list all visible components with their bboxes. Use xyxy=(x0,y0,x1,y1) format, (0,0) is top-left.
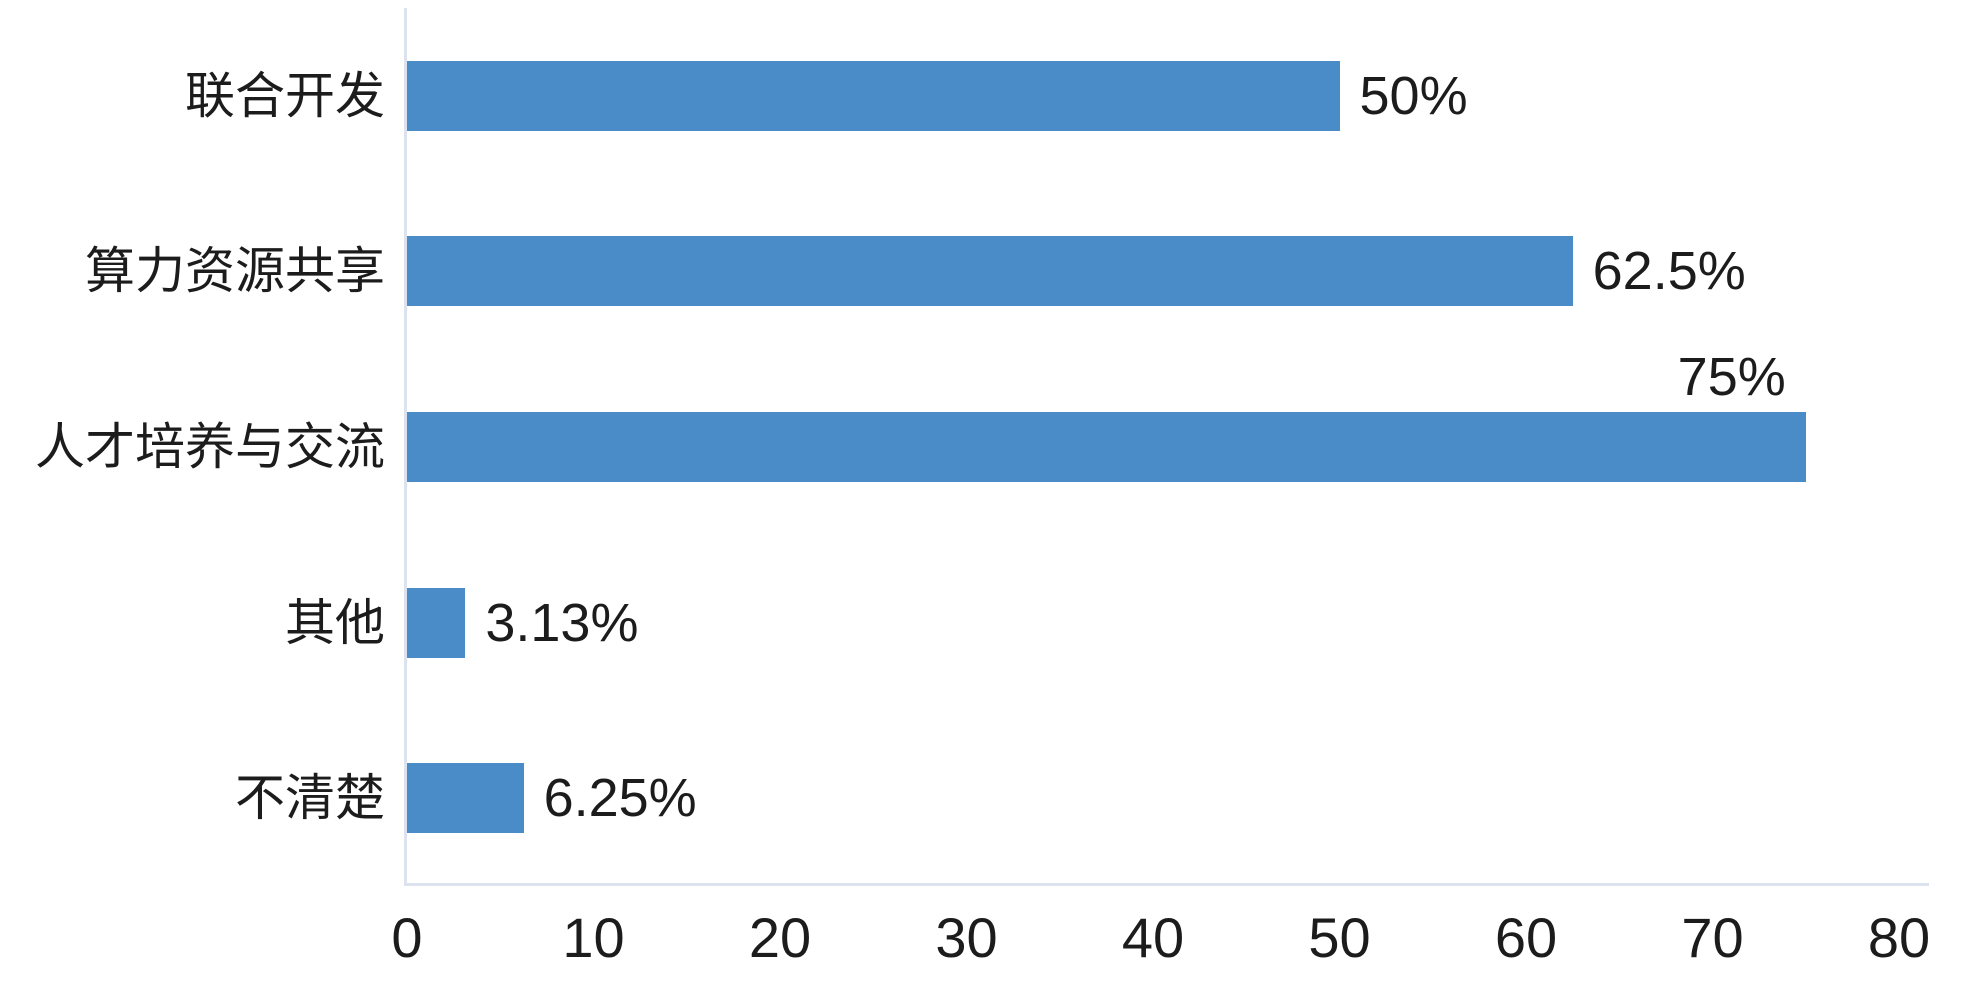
x-tick-label: 40 xyxy=(1121,906,1185,969)
bar xyxy=(407,60,1340,131)
category-label: 其他 xyxy=(285,594,385,651)
value-label: 6.25% xyxy=(543,768,697,829)
value-label: 62.5% xyxy=(1592,241,1746,302)
bar xyxy=(407,236,1573,307)
x-tick-label: 20 xyxy=(748,906,812,969)
category-label: 联合开发 xyxy=(185,67,385,124)
x-tick-label: 50 xyxy=(1308,906,1371,969)
x-tick-label: 0 xyxy=(391,906,423,969)
x-tick-label: 80 xyxy=(1867,906,1931,969)
category-label: 不清楚 xyxy=(235,770,385,827)
bar xyxy=(407,412,1806,482)
x-tick-label: 60 xyxy=(1494,906,1558,969)
category-label: 人才培养与交流 xyxy=(35,419,385,475)
value-label: 3.13% xyxy=(485,592,639,653)
x-tick-label: 30 xyxy=(935,906,998,969)
x-tick-label: 70 xyxy=(1681,906,1744,969)
category-label: 算力资源共享 xyxy=(85,243,385,300)
value-label: 50% xyxy=(1359,65,1468,126)
bar xyxy=(407,763,524,834)
value-label: 75% xyxy=(1677,347,1786,407)
y-axis-line xyxy=(404,8,407,886)
x-axis-line xyxy=(404,883,1929,886)
x-tick-label: 10 xyxy=(562,906,625,969)
bar xyxy=(407,587,466,658)
